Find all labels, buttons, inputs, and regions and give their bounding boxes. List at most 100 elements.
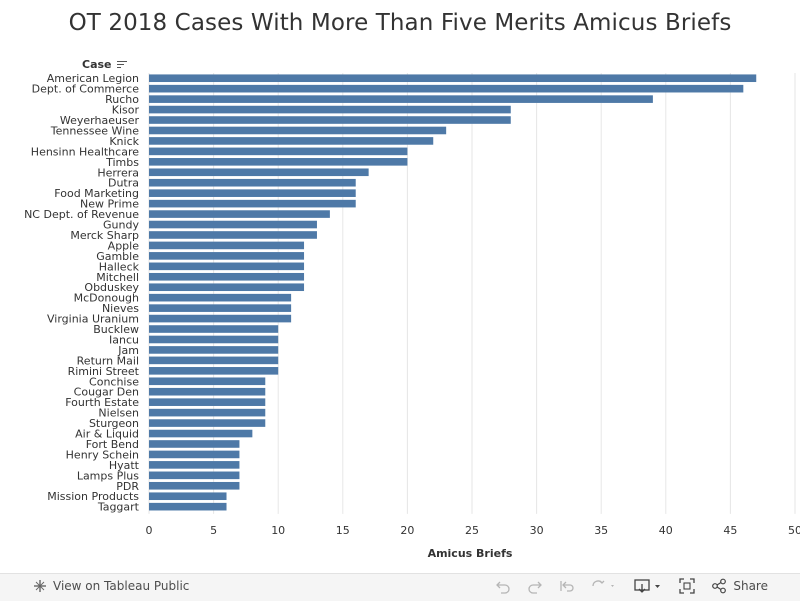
category-label: Food Marketing xyxy=(54,187,139,200)
x-tick-label: 10 xyxy=(271,524,285,537)
bar[interactable] xyxy=(149,419,266,427)
category-label: Gundy xyxy=(103,219,139,232)
x-tick-label: 15 xyxy=(336,524,350,537)
fullscreen-button[interactable] xyxy=(679,578,696,594)
bar[interactable] xyxy=(149,84,744,93)
undo-button[interactable] xyxy=(495,578,511,594)
download-button[interactable] xyxy=(633,578,663,594)
category-label: Halleck xyxy=(99,260,140,273)
bar[interactable] xyxy=(149,283,305,292)
bar[interactable] xyxy=(149,367,279,375)
bar[interactable] xyxy=(149,387,266,396)
revert-button[interactable] xyxy=(559,578,575,594)
refresh-dropdown-icon xyxy=(592,580,615,587)
category-label: Weyerhaeuser xyxy=(60,114,140,127)
bar[interactable] xyxy=(149,502,227,511)
category-label: Kisor xyxy=(112,104,140,117)
category-label: Return Mail xyxy=(77,354,139,367)
sort-descending-icon[interactable] xyxy=(116,61,127,68)
case-column-header[interactable]: Case xyxy=(82,58,127,71)
undo-icon xyxy=(496,581,510,594)
category-label: Fort Bend xyxy=(86,438,139,451)
category-label: Cougar Den xyxy=(74,386,139,399)
bar[interactable] xyxy=(149,408,266,417)
bar[interactable] xyxy=(149,293,292,302)
category-label: Lamps Plus xyxy=(77,469,139,482)
redo-icon xyxy=(528,581,543,594)
bar[interactable] xyxy=(149,398,266,406)
pause-refresh-button[interactable] xyxy=(591,578,617,594)
bar[interactable] xyxy=(149,105,511,114)
category-label: Air & Liquid xyxy=(75,428,139,441)
category-label: Tennessee Wine xyxy=(50,124,139,137)
x-tick-label: 30 xyxy=(530,524,544,537)
category-label: Dutra xyxy=(108,177,139,190)
bar[interactable] xyxy=(149,440,240,448)
bar[interactable] xyxy=(149,189,356,197)
bar[interactable] xyxy=(149,220,317,229)
x-tick-label: 0 xyxy=(146,524,153,537)
category-label: Fourth Estate xyxy=(65,396,139,409)
x-tick-label: 20 xyxy=(400,524,414,537)
tableau-logo-icon xyxy=(34,580,46,592)
bar[interactable] xyxy=(149,450,240,459)
share-button[interactable]: Share xyxy=(711,578,768,594)
bar[interactable] xyxy=(149,335,279,344)
category-label: Taggart xyxy=(97,501,140,514)
x-tick-label: 45 xyxy=(723,524,737,537)
bar[interactable] xyxy=(149,231,317,239)
category-label: Apple xyxy=(108,239,140,252)
bar[interactable] xyxy=(149,429,253,438)
bar[interactable] xyxy=(149,74,757,83)
bar[interactable] xyxy=(149,325,279,333)
x-tick-label: 5 xyxy=(210,524,217,537)
category-label: New Prime xyxy=(80,198,139,211)
category-label: Nielsen xyxy=(98,407,139,420)
bar[interactable] xyxy=(149,199,356,208)
view-on-tableau-link[interactable]: View on Tableau Public xyxy=(33,579,189,593)
bar[interactable] xyxy=(149,126,447,135)
bar[interactable] xyxy=(149,147,408,156)
bar[interactable] xyxy=(149,481,240,490)
category-label: Merck Sharp xyxy=(70,229,139,242)
category-label: Henry Schein xyxy=(66,448,139,461)
bar[interactable] xyxy=(149,272,305,281)
share-icon xyxy=(712,578,727,594)
category-label: Knick xyxy=(109,135,139,148)
x-tick-label: 50 xyxy=(788,524,800,537)
bar[interactable] xyxy=(149,241,305,250)
bar[interactable] xyxy=(149,178,356,187)
bar[interactable] xyxy=(149,252,305,260)
bar[interactable] xyxy=(149,304,292,312)
bar[interactable] xyxy=(149,346,279,354)
bar[interactable] xyxy=(149,158,408,166)
case-header-label: Case xyxy=(82,58,112,71)
category-label: Rucho xyxy=(105,93,139,106)
bar[interactable] xyxy=(149,356,279,365)
category-label: Virginia Uranium xyxy=(47,313,139,326)
bar[interactable] xyxy=(149,137,434,145)
bar[interactable] xyxy=(149,461,240,469)
redo-button[interactable] xyxy=(527,578,543,594)
bar[interactable] xyxy=(149,210,330,218)
category-label: Dept. of Commerce xyxy=(32,83,140,96)
category-label: American Legion xyxy=(47,72,139,85)
category-label: Nieves xyxy=(102,302,139,315)
chart-title: OT 2018 Cases With More Than Five Merits… xyxy=(68,10,732,36)
bar[interactable] xyxy=(149,262,305,271)
bar[interactable] xyxy=(149,116,511,124)
bar[interactable] xyxy=(149,95,653,103)
category-label: Sturgeon xyxy=(89,417,139,430)
bar[interactable] xyxy=(149,377,266,386)
share-label: Share xyxy=(733,579,768,593)
category-label: NC Dept. of Revenue xyxy=(24,208,139,221)
bar[interactable] xyxy=(149,471,240,480)
category-label: Mission Products xyxy=(47,490,139,503)
bar[interactable] xyxy=(149,168,369,177)
bar[interactable] xyxy=(149,492,227,501)
category-label: Timbs xyxy=(105,156,139,169)
view-on-tableau-label: View on Tableau Public xyxy=(53,579,190,593)
bar[interactable] xyxy=(149,314,292,323)
category-label: Rimini Street xyxy=(68,365,140,378)
